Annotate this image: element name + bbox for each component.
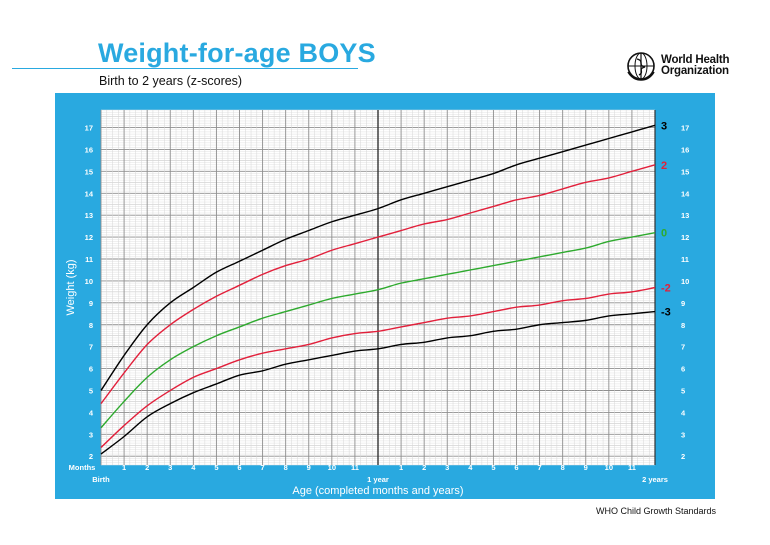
y-tick-label-right: 7: [681, 343, 685, 352]
x-tick-label: 7: [260, 463, 264, 472]
z-score-label: 2: [661, 160, 667, 172]
y-tick-label-left: 8: [89, 321, 93, 330]
y-axis-title: Weight (kg): [65, 259, 77, 315]
x-tick-label: 10: [605, 463, 613, 472]
y-tick-label-left: 17: [85, 124, 93, 133]
z-score-label: -2: [661, 283, 671, 295]
title-underline: [12, 68, 358, 69]
x-tick-label: 4: [468, 463, 473, 472]
x-tick-label: 3: [168, 463, 172, 472]
x-tick-label-year: 1 year: [367, 475, 389, 484]
x-tick-label: 5: [214, 463, 218, 472]
y-tick-label-left: 3: [89, 430, 93, 439]
y-tick-label-left: 4: [89, 408, 94, 417]
x-tick-label: 4: [191, 463, 196, 472]
x-tick-label-birth: Birth: [92, 475, 110, 484]
z-curve--2: [100, 286, 656, 448]
y-tick-label-right: 3: [681, 430, 685, 439]
x-tick-label: 10: [328, 463, 336, 472]
chart-title: Weight-for-age BOYS: [98, 38, 376, 68]
x-tick-label: 2: [145, 463, 149, 472]
y-tick-label-right: 14: [681, 189, 690, 198]
x-tick-label: 11: [351, 463, 359, 472]
x-tick-label: 3: [445, 463, 449, 472]
months-label: Months: [69, 463, 96, 472]
z-curve-2: [100, 164, 656, 405]
x-tick-label: 9: [584, 463, 588, 472]
y-tick-label-right: 9: [681, 299, 685, 308]
y-tick-label-right: 13: [681, 211, 689, 220]
z-curve-3: [100, 124, 656, 391]
y-tick-label-right: 8: [681, 321, 685, 330]
x-tick-label: 1: [122, 463, 126, 472]
y-tick-label-left: 10: [85, 277, 93, 286]
x-tick-label: 1: [399, 463, 403, 472]
y-tick-label-left: 2: [89, 452, 93, 461]
y-tick-label-left: 5: [89, 386, 93, 395]
x-tick-label: 6: [237, 463, 241, 472]
x-tick-label: 2: [422, 463, 426, 472]
y-tick-label-left: 6: [89, 365, 93, 374]
y-tick-label-left: 14: [85, 189, 94, 198]
x-tick-label: 7: [537, 463, 541, 472]
y-tick-label-left: 9: [89, 299, 93, 308]
y-tick-label-right: 17: [681, 124, 689, 133]
who-logo: World Health Organization: [625, 50, 730, 82]
x-axis-title: Age (completed months and years): [292, 485, 463, 497]
org-name-line2: Organization: [661, 65, 729, 77]
z-score-label: 3: [661, 120, 667, 132]
x-tick-label: 8: [284, 463, 288, 472]
grid: [100, 109, 656, 466]
footer-credit: WHO Child Growth Standards: [596, 506, 717, 516]
y-tick-label-right: 11: [681, 255, 689, 264]
y-tick-label-right: 2: [681, 452, 685, 461]
org-name-line1: World Health: [661, 54, 730, 66]
who-emblem-icon: [627, 52, 655, 81]
y-tick-label-left: 11: [85, 255, 93, 264]
y-tick-label-right: 12: [681, 233, 689, 242]
y-tick-label-right: 10: [681, 277, 689, 286]
z-curve--3: [100, 310, 656, 455]
x-tick-label: 11: [628, 463, 636, 472]
x-tick-label: 8: [561, 463, 565, 472]
y-tick-label-right: 5: [681, 386, 685, 395]
z-score-label: 0: [661, 228, 667, 240]
y-tick-label-right: 6: [681, 365, 685, 374]
y-tick-label-right: 16: [681, 145, 689, 154]
y-tick-label-left: 13: [85, 211, 93, 220]
x-tick-label: 9: [307, 463, 311, 472]
y-tick-label-right: 4: [681, 408, 686, 417]
y-tick-label-left: 15: [85, 167, 93, 176]
z-curve-0: [100, 232, 656, 429]
x-tick-label-year: 2 years: [642, 475, 668, 484]
x-tick-label: 6: [514, 463, 518, 472]
y-tick-label-right: 15: [681, 167, 689, 176]
chart-subtitle: Birth to 2 years (z-scores): [99, 74, 243, 88]
y-tick-label-left: 12: [85, 233, 93, 242]
x-tick-label: 5: [491, 463, 495, 472]
y-tick-label-left: 7: [89, 343, 93, 352]
z-score-label: -3: [661, 307, 671, 319]
y-tick-label-left: 16: [85, 145, 93, 154]
